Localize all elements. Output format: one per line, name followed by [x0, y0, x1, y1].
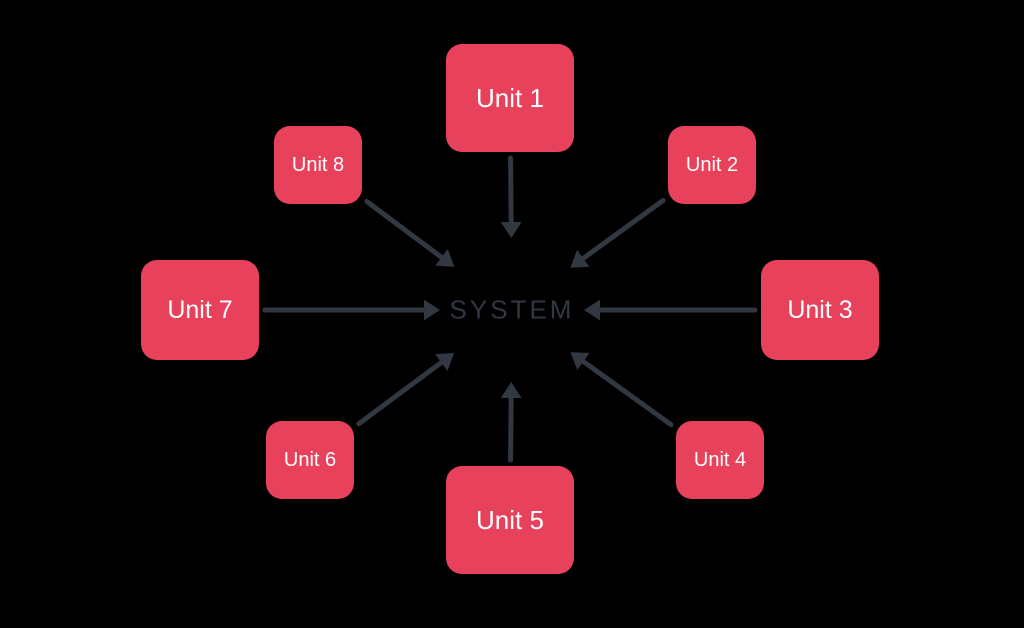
center-label: SYSTEM [450, 295, 575, 326]
node-label: Unit 4 [694, 449, 746, 472]
node-unit8: Unit 8 [274, 126, 362, 204]
node-label: Unit 3 [787, 296, 852, 325]
node-unit2: Unit 2 [668, 126, 756, 204]
node-unit3: Unit 3 [761, 260, 879, 360]
node-label: Unit 7 [167, 296, 232, 325]
node-unit5: Unit 5 [446, 466, 574, 574]
node-unit1: Unit 1 [446, 44, 574, 152]
node-label: Unit 2 [686, 154, 738, 177]
node-unit6: Unit 6 [266, 421, 354, 499]
node-unit4: Unit 4 [676, 421, 764, 499]
diagram-canvas: SYSTEM Unit 1 Unit 2 Unit 3 Unit 4 Unit … [0, 0, 1024, 628]
node-label: Unit 5 [476, 505, 544, 536]
node-label: Unit 8 [292, 154, 344, 177]
node-unit7: Unit 7 [141, 260, 259, 360]
node-label: Unit 1 [476, 83, 544, 114]
node-label: Unit 6 [284, 449, 336, 472]
